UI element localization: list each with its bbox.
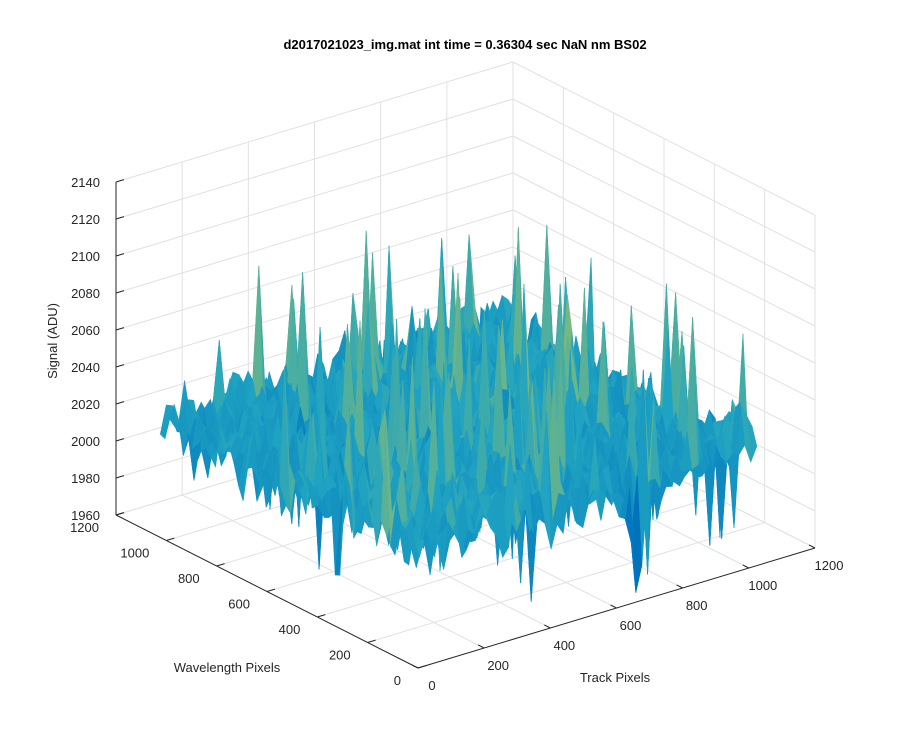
x-tick-mark <box>544 624 551 629</box>
grid-line <box>512 135 816 290</box>
x-tick-label: 800 <box>686 598 708 613</box>
z-tick-label: 2080 <box>71 286 100 301</box>
z-tick-label: 2060 <box>71 323 100 338</box>
x-tick-label: 1000 <box>748 578 777 593</box>
z-tick-mark <box>115 364 125 368</box>
grid-line <box>115 246 514 368</box>
grid-line <box>512 209 816 364</box>
z-tick-mark <box>115 512 125 516</box>
z-tick-mark <box>115 327 125 331</box>
z-tick-label: 2100 <box>71 249 100 264</box>
z-tick-mark <box>115 290 125 294</box>
y-tick-label: 0 <box>394 673 401 688</box>
z-tick-label: 2000 <box>71 434 100 449</box>
x-tick-mark <box>808 544 816 549</box>
x-tick-label: 0 <box>428 678 435 693</box>
x-tick-mark <box>477 644 485 649</box>
x-tick-mark <box>676 584 683 589</box>
x-axis-label: Track Pixels <box>580 670 651 685</box>
y-tick-mark <box>166 537 175 541</box>
chart-title: d2017021023_img.mat int time = 0.36304 s… <box>283 37 646 52</box>
y-tick-mark <box>367 639 376 643</box>
y-tick-mark <box>417 665 427 669</box>
z-tick-mark <box>115 253 125 257</box>
x-tick-mark <box>411 664 419 669</box>
axis-ticks: 0 200 400 600 800 1000 1200 0 200 400 600 800 1000 12… <box>70 175 843 693</box>
z-tick-mark <box>115 438 125 442</box>
surface-cell <box>462 234 475 341</box>
surface-plot <box>159 224 758 602</box>
z-tick-label: 1980 <box>71 471 100 486</box>
y-tick-label: 400 <box>279 622 301 637</box>
z-tick-mark <box>115 401 125 405</box>
y-tick-mark <box>317 614 326 618</box>
grid-line <box>512 98 816 253</box>
x-tick-label: 200 <box>487 658 509 673</box>
y-tick-mark <box>266 588 276 592</box>
y-tick-label: 1000 <box>120 546 149 561</box>
y-tick-label: 1200 <box>70 520 99 535</box>
grid-line <box>115 283 514 405</box>
grid-line <box>115 209 514 331</box>
y-tick-label: 600 <box>228 597 250 612</box>
y-tick-label: 200 <box>329 648 351 663</box>
grid-line <box>115 172 514 294</box>
surface-cell <box>413 533 425 559</box>
y-axis-label: Wavelength Pixels <box>174 660 281 675</box>
x-tick-mark <box>610 604 617 609</box>
z-tick-mark <box>115 216 125 220</box>
grid-line <box>512 61 816 216</box>
grid-line <box>115 135 514 257</box>
z-tick-label: 2040 <box>71 360 100 375</box>
x-tick-label: 400 <box>553 638 575 653</box>
x-tick-label: 1200 <box>815 558 844 573</box>
grid-line <box>512 172 816 327</box>
z-tick-label: 2140 <box>71 175 100 190</box>
y-tick-mark <box>216 563 225 567</box>
z-tick-label: 2020 <box>71 397 100 412</box>
grid-line <box>367 522 765 643</box>
z-tick-mark <box>115 475 125 479</box>
y-tick-label: 800 <box>178 571 200 586</box>
x-tick-label: 600 <box>620 618 642 633</box>
z-tick-label: 2120 <box>71 212 100 227</box>
x-tick-mark <box>742 564 750 569</box>
grid-line <box>512 246 816 401</box>
z-tick-mark <box>115 179 125 183</box>
z-axis-label: Signal (ADU) <box>45 303 60 379</box>
grid-line <box>115 61 514 183</box>
z-tick-label: 1960 <box>71 508 100 523</box>
grid-line <box>115 98 514 220</box>
